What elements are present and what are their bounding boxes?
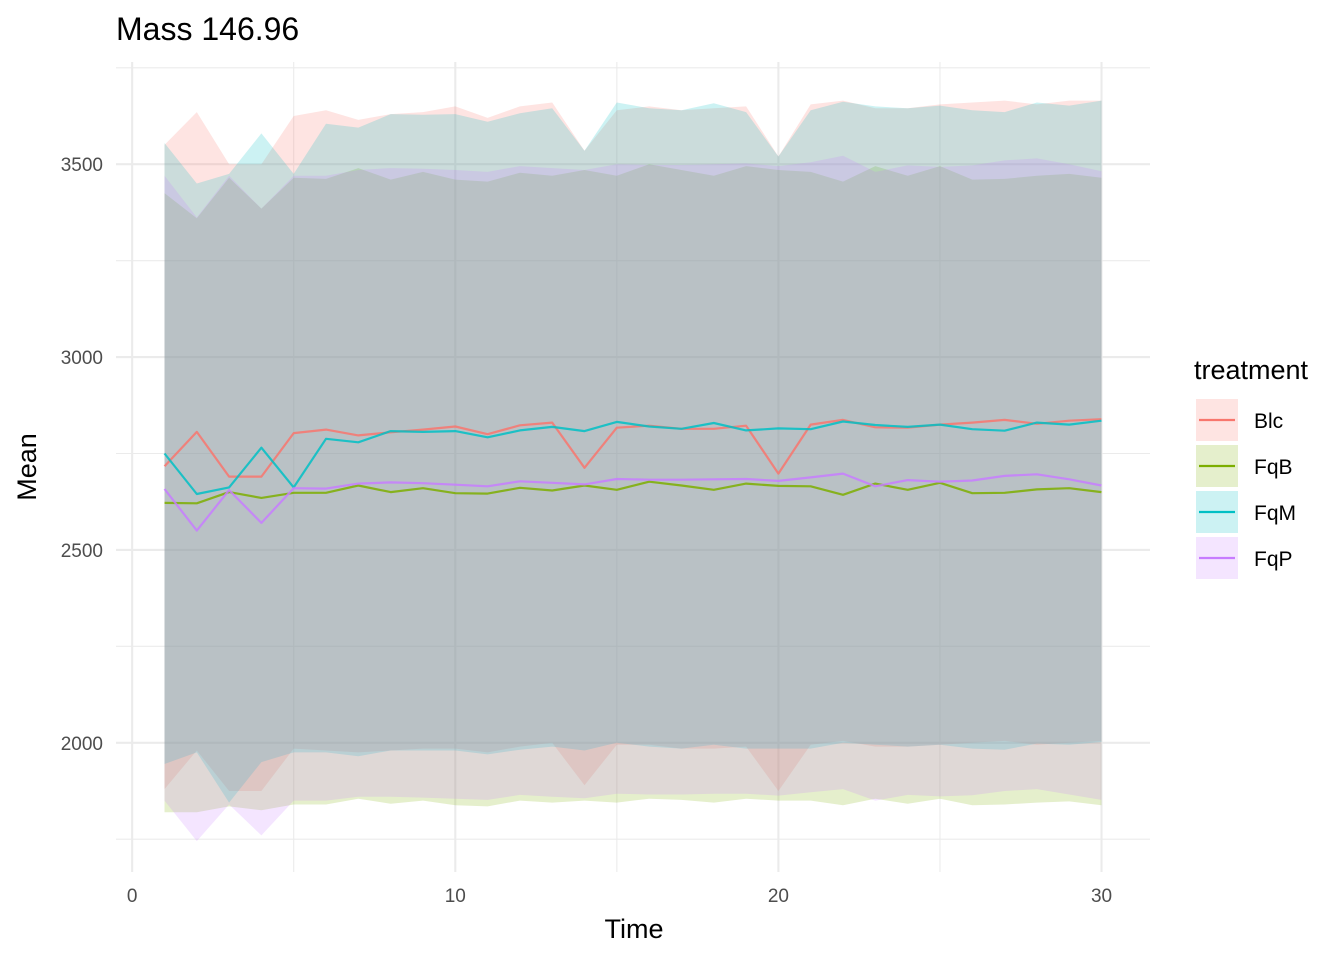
legend-item-fqb: FqB: [1196, 445, 1293, 487]
series-line-fqm: [163, 419, 1102, 496]
x-tick-label-2: 20: [768, 886, 789, 907]
ribbon-blc: [164, 100, 1102, 792]
legend-item-fqm: FqM: [1196, 491, 1296, 533]
series-line-fqb: [164, 480, 1102, 505]
y-tick-label-2: 3000: [61, 348, 103, 369]
legend-label-blc: Blc: [1254, 410, 1283, 433]
ribbon-fqp: [164, 155, 1102, 842]
y-axis-ticks: 2000 2500 3000 3500: [61, 155, 103, 755]
x-tick-label-3: 30: [1091, 886, 1112, 907]
legend-label-fqb: FqB: [1254, 456, 1293, 479]
x-tick-label-1: 10: [445, 886, 466, 907]
ribbon-fqb: [164, 164, 1102, 813]
legend-title: treatment: [1194, 355, 1309, 385]
x-axis-title: Time: [605, 914, 664, 944]
legend-item-blc: Blc: [1196, 399, 1283, 441]
legend-item-fqp: FqP: [1196, 537, 1293, 579]
y-tick-label-1: 2500: [61, 541, 103, 562]
grid-layer: [116, 62, 1150, 872]
y-tick-label-0: 2000: [61, 734, 103, 755]
y-tick-label-3: 3500: [61, 155, 103, 176]
x-axis-ticks: 0 10 20 30: [127, 886, 1112, 907]
legend: treatment Blc FqB FqM FqP: [1194, 355, 1309, 579]
line-layer: [163, 418, 1102, 532]
legend-label-fqp: FqP: [1254, 548, 1293, 571]
ribbon-layer: [164, 100, 1102, 842]
ribbon-fqm: [164, 100, 1102, 803]
y-axis-title: Mean: [12, 433, 42, 501]
legend-items: Blc FqB FqM FqP: [1196, 399, 1296, 579]
chart-title: Mass 146.96: [116, 11, 299, 47]
x-tick-label-0: 0: [127, 886, 138, 907]
legend-label-fqm: FqM: [1254, 502, 1296, 525]
series-line-fqp: [163, 472, 1102, 532]
